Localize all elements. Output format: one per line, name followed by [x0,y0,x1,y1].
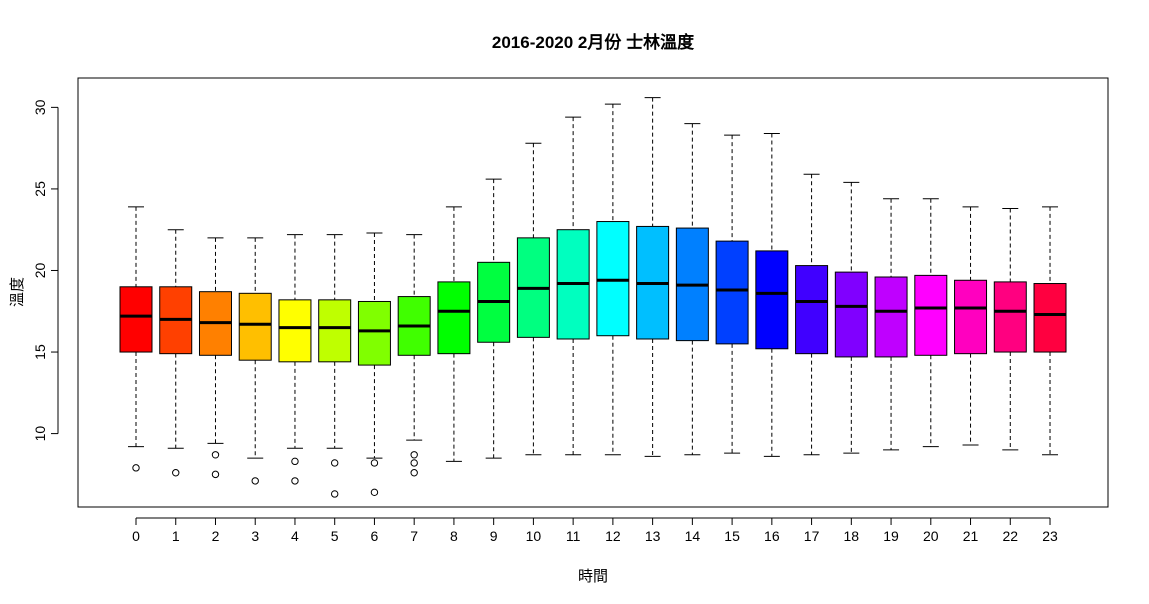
box-body [874,276,908,358]
box-body [954,279,988,355]
outlier-point [331,459,339,467]
box-8 [437,206,471,462]
box-18 [834,181,868,454]
x-axis: 0 1 2 3 4 5 6 7 8 9 10 11 12 13 14 15 16 17 18 19 20 21 22 23 [132,517,1058,544]
box-body [795,265,829,355]
outlier-point [410,459,418,467]
box-22 [993,207,1027,451]
outlier-point [211,470,220,479]
box-body [278,299,312,363]
outlier-point [291,477,299,485]
x-tick-label: 23 [1042,528,1058,544]
box-10 [516,142,550,456]
y-tick-label: 25 [32,181,48,197]
box-body [1033,283,1067,353]
box-body [596,221,630,337]
box-9 [477,178,511,459]
box-body [318,299,352,363]
x-tick-label: 17 [804,528,820,544]
box-body [993,281,1027,353]
x-tick-label: 22 [1002,528,1018,544]
outlier-point [370,488,379,497]
box-2 [198,237,232,479]
box-5 [318,234,352,498]
x-tick-label: 20 [923,528,939,544]
x-tick-label: 10 [526,528,542,544]
box-body [755,250,789,350]
outlier-point [211,451,220,459]
y-tick-label: 10 [32,426,48,442]
box-3 [238,237,272,485]
x-tick-label: 14 [685,528,701,544]
box-body [914,274,948,356]
x-tick-label: 19 [883,528,899,544]
outlier-point [132,464,140,472]
box-body [834,271,868,358]
y-tick-label: 15 [32,344,48,360]
box-1 [159,229,193,477]
x-tick-label: 0 [132,528,140,544]
y-tick-label: 20 [32,262,48,278]
box-20 [914,198,948,448]
boxes-group [119,97,1067,498]
y-axis-label: 溫度 [9,277,26,307]
x-tick-label: 4 [291,528,299,544]
x-tick-label: 5 [331,528,339,544]
box-11 [556,116,590,456]
x-tick-label: 7 [410,528,418,544]
y-tick-label: 30 [32,99,48,115]
x-tick-label: 6 [371,528,379,544]
box-body [238,292,272,361]
box-23 [1033,206,1067,456]
x-tick-label: 3 [251,528,259,544]
x-tick-label: 11 [566,528,581,544]
box-13 [636,97,670,457]
outlier-point [172,469,180,477]
x-tick-label: 8 [450,528,458,544]
box-12 [596,103,630,456]
x-tick-label: 2 [212,528,220,544]
outlier-point [410,469,418,477]
x-axis-label: 時間 [578,568,608,585]
x-tick-label: 13 [645,528,661,544]
box-4 [278,234,312,485]
plot-frame [77,77,1109,508]
x-tick-label: 15 [724,528,740,544]
box-19 [874,198,908,451]
x-tick-label: 12 [605,528,621,544]
x-tick-label: 18 [844,528,860,544]
box-body [357,300,391,366]
outlier-point [370,459,379,467]
x-tick-label: 21 [963,528,979,544]
box-0 [119,206,153,472]
box-15 [715,134,749,454]
x-tick-label: 9 [490,528,498,544]
chart-title: 2016-2020 2月份 士林溫度 [492,32,695,52]
outlier-point [251,477,259,485]
box-17 [795,173,829,456]
box-6 [357,232,391,497]
outlier-point [331,490,339,498]
outlier-point [410,451,418,459]
outlier-point [291,457,299,466]
box-body [437,281,471,355]
y-axis: 10 15 20 25 30 [32,99,59,442]
box-14 [675,123,709,456]
box-21 [954,206,988,446]
box-body [715,240,749,345]
x-tick-label: 1 [172,528,180,544]
box-7 [397,234,431,477]
x-tick-label: 16 [764,528,780,544]
box-body [119,286,153,353]
box-16 [755,132,789,457]
